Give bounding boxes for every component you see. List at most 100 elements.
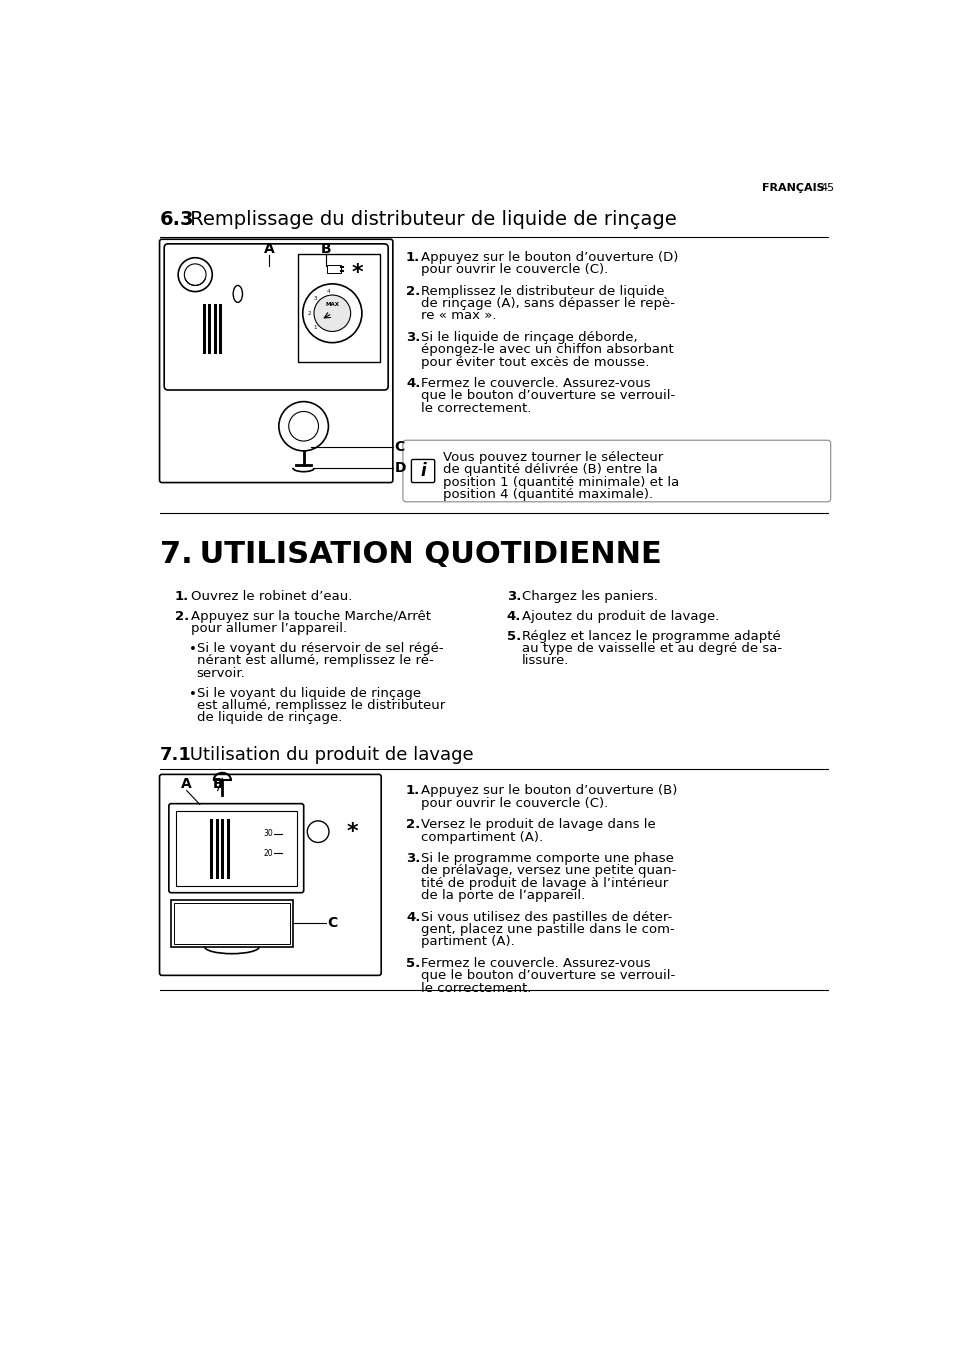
Text: que le bouton d’ouverture se verrouil-: que le bouton d’ouverture se verrouil- — [421, 389, 675, 403]
Text: i: i — [419, 462, 425, 480]
FancyBboxPatch shape — [159, 239, 393, 483]
Text: 1.: 1. — [406, 250, 420, 264]
Bar — [171, 899, 293, 946]
Text: tité de produit de lavage à l’intérieur: tité de produit de lavage à l’intérieur — [421, 877, 668, 890]
Text: 20: 20 — [263, 849, 273, 857]
Circle shape — [314, 295, 351, 331]
Text: le correctement.: le correctement. — [421, 982, 532, 995]
Text: *: * — [347, 822, 358, 842]
Text: 7.: 7. — [159, 541, 193, 569]
Text: le correctement.: le correctement. — [421, 402, 532, 415]
Text: au type de vaisselle et au degré de sa-: au type de vaisselle et au degré de sa- — [521, 642, 781, 654]
Text: partiment (A).: partiment (A). — [421, 936, 515, 948]
Text: Vous pouvez tourner le sélecteur: Vous pouvez tourner le sélecteur — [443, 452, 662, 464]
Text: Appuyez sur le bouton d’ouverture (D): Appuyez sur le bouton d’ouverture (D) — [421, 250, 679, 264]
Text: Appuyez sur la touche Marche/Arrêt: Appuyez sur la touche Marche/Arrêt — [191, 610, 430, 623]
Text: de la porte de l’appareil.: de la porte de l’appareil. — [421, 890, 585, 902]
Text: Si le voyant du liquide de rinçage: Si le voyant du liquide de rinçage — [196, 687, 420, 699]
Text: position 1 (quantité minimale) et la: position 1 (quantité minimale) et la — [443, 476, 679, 488]
Text: re « max ».: re « max ». — [421, 310, 497, 322]
Text: *: * — [351, 264, 362, 283]
Text: UTILISATION QUOTIDIENNE: UTILISATION QUOTIDIENNE — [189, 541, 661, 569]
Text: 5.: 5. — [506, 630, 520, 642]
Text: 1: 1 — [313, 324, 316, 330]
FancyBboxPatch shape — [411, 460, 435, 483]
Text: compartiment (A).: compartiment (A). — [421, 830, 543, 844]
Text: nérant est allumé, remplissez le ré-: nérant est allumé, remplissez le ré- — [196, 654, 433, 668]
Text: 1.: 1. — [406, 784, 420, 798]
Text: de prélavage, versez une petite quan-: de prélavage, versez une petite quan- — [421, 864, 677, 877]
Text: A: A — [181, 777, 192, 791]
Text: Appuyez sur le bouton d’ouverture (B): Appuyez sur le bouton d’ouverture (B) — [421, 784, 678, 798]
Text: servoir.: servoir. — [196, 667, 245, 680]
Text: 1.: 1. — [174, 589, 189, 603]
Text: position 4 (quantité maximale).: position 4 (quantité maximale). — [443, 488, 653, 502]
Text: Ajoutez du produit de lavage.: Ajoutez du produit de lavage. — [521, 610, 719, 623]
Circle shape — [307, 821, 329, 842]
Bar — [175, 811, 296, 886]
Text: 7.1: 7.1 — [159, 746, 192, 764]
Text: pour allumer l’appareil.: pour allumer l’appareil. — [191, 622, 346, 635]
Text: Remplissage du distributeur de liquide de rinçage: Remplissage du distributeur de liquide d… — [184, 211, 677, 230]
Circle shape — [278, 402, 328, 452]
Ellipse shape — [233, 285, 242, 303]
Text: 6.3: 6.3 — [159, 211, 193, 230]
Text: pour éviter tout excès de mousse.: pour éviter tout excès de mousse. — [421, 356, 649, 369]
Bar — [297, 254, 379, 362]
FancyBboxPatch shape — [164, 243, 388, 389]
Circle shape — [289, 411, 318, 441]
Circle shape — [302, 284, 361, 342]
Text: •: • — [189, 688, 196, 702]
Text: 4.: 4. — [506, 610, 520, 623]
Text: 3.: 3. — [406, 852, 420, 865]
Text: FRANÇAIS: FRANÇAIS — [761, 183, 824, 192]
Text: épongez-le avec un chiffon absorbant: épongez-le avec un chiffon absorbant — [421, 343, 674, 356]
Bar — [326, 265, 340, 273]
Text: 5.: 5. — [406, 957, 420, 969]
Text: Versez le produit de lavage dans le: Versez le produit de lavage dans le — [421, 818, 656, 831]
Text: 3.: 3. — [406, 331, 420, 343]
Text: 2.: 2. — [406, 818, 420, 831]
Text: 2: 2 — [308, 311, 312, 316]
Text: de liquide de rinçage.: de liquide de rinçage. — [196, 711, 342, 725]
Text: Chargez les paniers.: Chargez les paniers. — [521, 589, 658, 603]
Text: Réglez et lancez le programme adapté: Réglez et lancez le programme adapté — [521, 630, 781, 642]
Text: B: B — [321, 242, 332, 257]
FancyBboxPatch shape — [169, 803, 303, 892]
Text: Si vous utilisez des pastilles de déter-: Si vous utilisez des pastilles de déter- — [421, 911, 672, 923]
Text: Si le programme comporte une phase: Si le programme comporte une phase — [421, 852, 674, 865]
Text: gent, placez une pastille dans le com-: gent, placez une pastille dans le com- — [421, 923, 675, 936]
Text: Fermez le couvercle. Assurez-vous: Fermez le couvercle. Assurez-vous — [421, 957, 651, 969]
Text: Ouvrez le robinet d’eau.: Ouvrez le robinet d’eau. — [191, 589, 352, 603]
Text: lissure.: lissure. — [521, 654, 569, 668]
Text: Fermez le couvercle. Assurez-vous: Fermez le couvercle. Assurez-vous — [421, 377, 651, 391]
Text: que le bouton d’ouverture se verrouil-: que le bouton d’ouverture se verrouil- — [421, 969, 675, 982]
Text: 45: 45 — [820, 183, 834, 192]
Text: C: C — [327, 917, 337, 930]
Text: Utilisation du produit de lavage: Utilisation du produit de lavage — [184, 746, 474, 764]
Text: 4.: 4. — [406, 911, 420, 923]
Circle shape — [184, 264, 206, 285]
Text: 4: 4 — [326, 289, 330, 293]
Text: 3.: 3. — [506, 589, 520, 603]
Text: 2.: 2. — [174, 610, 189, 623]
Text: B: B — [213, 777, 223, 791]
Text: D: D — [394, 461, 405, 475]
Text: pour ouvrir le couvercle (C).: pour ouvrir le couvercle (C). — [421, 796, 608, 810]
Text: 3: 3 — [313, 296, 316, 301]
Text: C: C — [394, 439, 404, 454]
Text: A: A — [264, 242, 274, 257]
Text: MAX: MAX — [325, 301, 339, 307]
Text: pour ouvrir le couvercle (C).: pour ouvrir le couvercle (C). — [421, 264, 608, 276]
Text: Si le voyant du réservoir de sel régé-: Si le voyant du réservoir de sel régé- — [196, 642, 443, 654]
Text: 4.: 4. — [406, 377, 420, 391]
Text: de quantité délivrée (B) entre la: de quantité délivrée (B) entre la — [443, 464, 658, 476]
Text: Remplissez le distributeur de liquide: Remplissez le distributeur de liquide — [421, 285, 664, 297]
Text: 30: 30 — [263, 829, 273, 838]
Bar — [174, 903, 290, 944]
FancyBboxPatch shape — [159, 775, 381, 975]
Text: est allumé, remplissez le distributeur: est allumé, remplissez le distributeur — [196, 699, 444, 713]
Circle shape — [178, 258, 212, 292]
Text: 2.: 2. — [406, 285, 420, 297]
Text: de rinçage (A), sans dépasser le repè-: de rinçage (A), sans dépasser le repè- — [421, 297, 675, 310]
